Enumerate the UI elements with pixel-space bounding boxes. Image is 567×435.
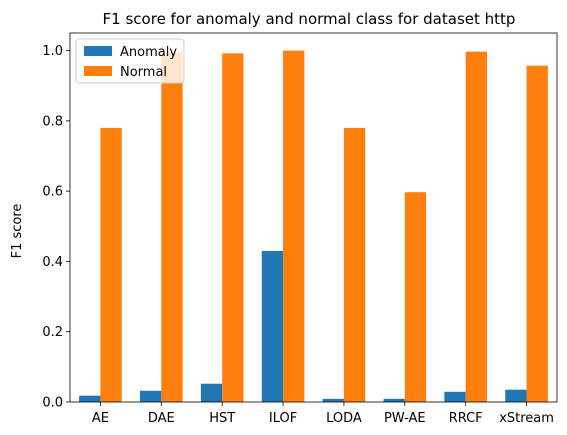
- legend-swatch-normal: [84, 66, 112, 76]
- bar-normal-xstream: [526, 65, 548, 402]
- legend-label-anomaly: Anomaly: [120, 45, 177, 60]
- bar-normal-ilof: [283, 50, 305, 402]
- x-tick-label: AE: [92, 411, 109, 426]
- y-tick-label: 0.0: [42, 396, 63, 411]
- chart-title: F1 score for anomaly and normal class fo…: [103, 10, 516, 28]
- bar-normal-hst: [222, 53, 244, 402]
- x-tick-label: PW-AE: [384, 411, 426, 426]
- x-tick-label: RRCF: [449, 411, 483, 426]
- x-tick-label: DAE: [148, 411, 175, 426]
- bar-anomaly-pw-ae: [383, 398, 405, 402]
- bar-normal-ae: [100, 127, 122, 402]
- y-tick-label: 0.2: [42, 325, 63, 340]
- y-tick-label: 0.8: [42, 114, 63, 129]
- bar-anomaly-hst: [200, 383, 223, 402]
- legend: Anomaly Normal: [75, 38, 185, 84]
- bar-normal-pw-ae: [404, 192, 427, 402]
- bar-anomaly-loda: [322, 398, 344, 402]
- bar-normal-rrcf: [465, 51, 487, 403]
- y-tick-label: 1.0: [42, 44, 63, 59]
- bar-anomaly-ilof: [261, 250, 284, 402]
- legend-swatch-anomaly: [84, 46, 112, 56]
- legend-label-normal: Normal: [120, 65, 167, 80]
- x-tick-label: ILOF: [269, 411, 297, 426]
- x-tick-label: LODA: [326, 411, 362, 426]
- bar-normal-dae: [161, 52, 183, 402]
- plot-frame: [69, 32, 558, 403]
- y-axis-label: F1 score: [10, 204, 25, 259]
- plot-area: 0.0 0.2 0.4 0.6 0.8 1.0 AE DAE HST ILOF LODA PW-AE R…: [42, 32, 558, 426]
- x-tick-label: HST: [209, 411, 235, 426]
- bar-anomaly-xstream: [505, 389, 527, 402]
- bar-anomaly-dae: [140, 390, 162, 402]
- y-tick-label: 0.4: [42, 255, 63, 270]
- y-tick-label: 0.6: [42, 185, 63, 200]
- bar-anomaly-ae: [79, 395, 101, 402]
- bar-normal-loda: [343, 127, 366, 402]
- bar-anomaly-rrcf: [444, 391, 466, 402]
- x-tick-label: xStream: [499, 411, 554, 426]
